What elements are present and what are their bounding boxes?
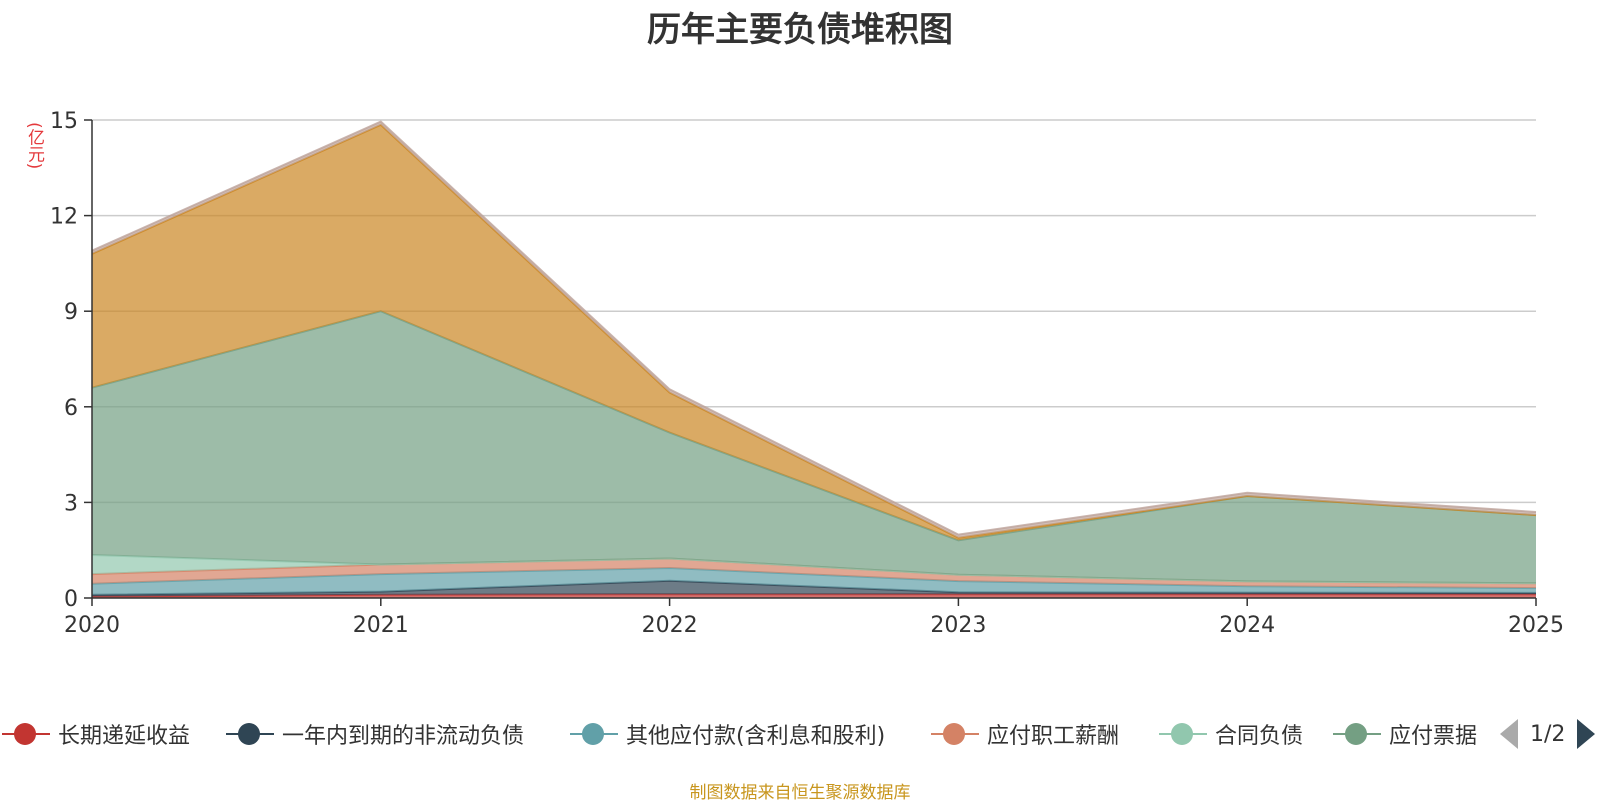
legend-label: 应付职工薪酬	[987, 724, 1120, 749]
legend-item[interactable]: 合同负债	[1157, 712, 1331, 756]
x-tick-label: 2024	[1219, 613, 1275, 638]
y-tick-label: 3	[64, 491, 78, 516]
legend-label: 合同负债	[1215, 724, 1304, 749]
data-source-note: 制图数据来自恒生聚源数据库	[689, 783, 911, 803]
stacked-area-chart: 0 3 6 9 12 15 2020 2021 2022 2023 2024 2025	[50, 109, 1564, 638]
x-tick-label: 2022	[642, 613, 698, 638]
y-tick-label: 0	[64, 587, 78, 612]
y-tick-label: 12	[50, 205, 78, 230]
legend-label: 应付票据	[1389, 724, 1478, 749]
y-tick-label: 6	[64, 396, 78, 421]
y-tick-label: 15	[50, 109, 78, 134]
legend-label: 长期递延收益	[58, 724, 191, 749]
legend-marker-icon	[929, 722, 981, 746]
x-tick-label: 2021	[353, 613, 409, 638]
chart-title: 历年主要负债堆积图	[647, 10, 953, 50]
area-series-1	[92, 580, 1536, 597]
area-series-5	[92, 311, 1536, 584]
legend-item[interactable]: 长期递延收益	[0, 712, 224, 756]
x-tick-label: 2020	[64, 613, 120, 638]
y-axis-unit-label: (亿元)	[24, 122, 44, 170]
legend-marker-icon	[224, 722, 276, 746]
axes: 0 3 6 9 12 15 2020 2021 2022 2023 2024 2025	[50, 109, 1564, 638]
legend-marker-icon	[1331, 722, 1383, 746]
area-series	[91, 120, 1537, 598]
legend-item[interactable]: 其他应付款(含利息和股利)	[568, 712, 929, 756]
legend-item[interactable]: 一年内到期的非流动负债	[224, 712, 568, 756]
y-tick-label: 9	[64, 300, 78, 325]
legend-item[interactable]: 应付职工薪酬	[929, 712, 1157, 756]
legend-page-indicator: 1/2	[1530, 721, 1566, 747]
legend-item[interactable]: 应付票据	[1331, 712, 1480, 756]
area-series-2	[92, 568, 1536, 595]
area-series-line-7	[91, 120, 1537, 536]
x-tick-label: 2023	[930, 613, 986, 638]
legend-marker-icon	[0, 722, 52, 746]
legend-label: 一年内到期的非流动负债	[282, 724, 525, 749]
x-tick-label: 2025	[1508, 613, 1564, 638]
legend-prev-page-icon[interactable]	[1500, 719, 1518, 749]
legend-pager: 1/2	[1500, 716, 1596, 752]
area-series-6	[92, 124, 1536, 541]
legend-label: 其他应付款(含利息和股利)	[626, 724, 886, 749]
chart-legend: 长期递延收益 一年内到期的非流动负债 其他应付款(含利息和股利) 应付职工薪酬 合同负债…	[0, 712, 1600, 756]
legend-marker-icon	[568, 722, 620, 746]
legend-marker-icon	[1157, 722, 1209, 746]
legend-next-page-icon[interactable]	[1577, 719, 1596, 749]
